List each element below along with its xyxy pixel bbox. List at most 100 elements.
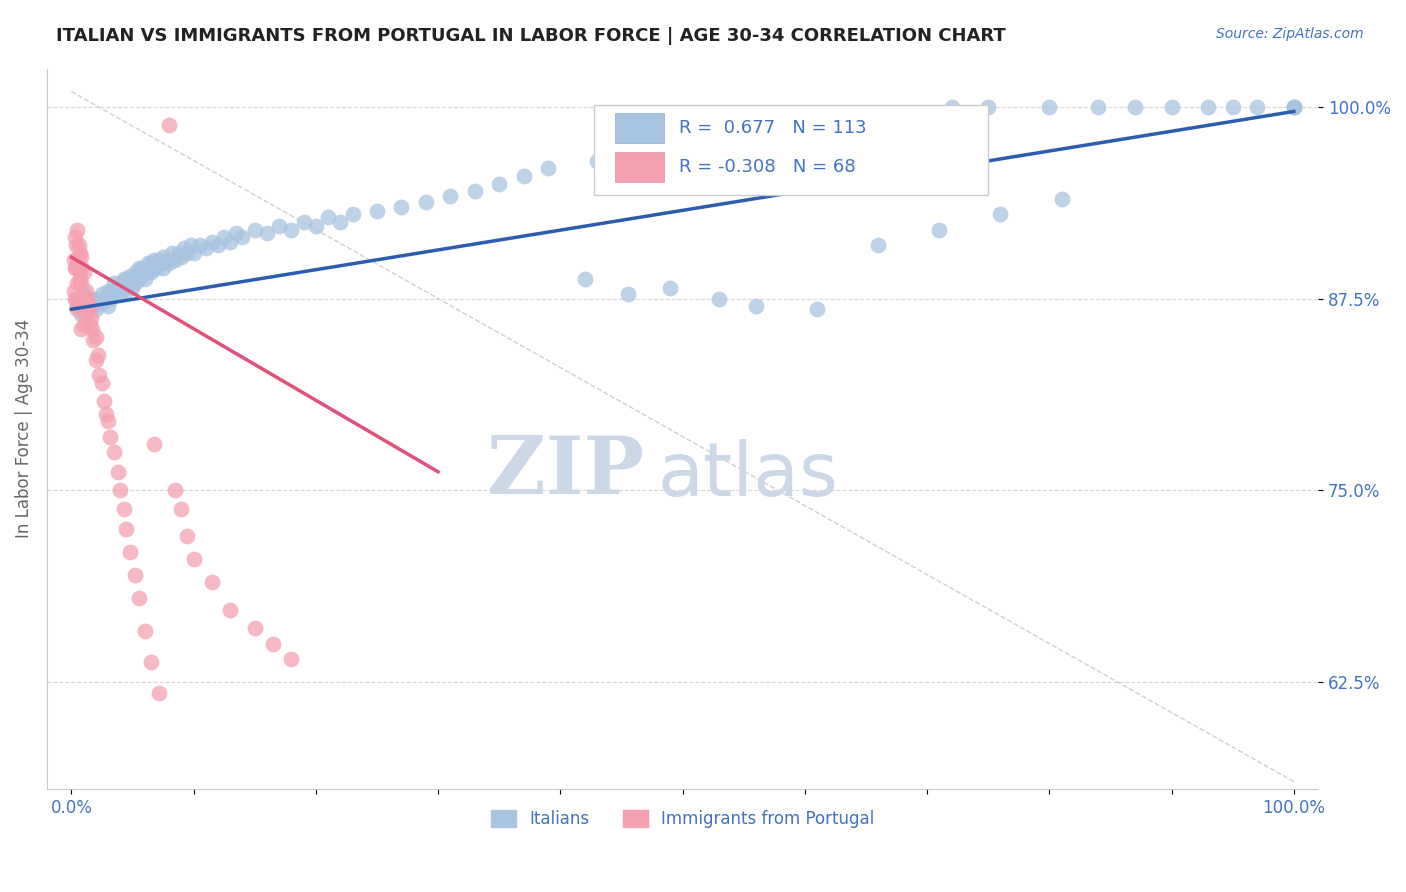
Point xyxy=(62,284,84,298)
Point xyxy=(112,271,135,285)
Point xyxy=(75,311,97,326)
Point xyxy=(262,636,284,650)
Point xyxy=(201,575,224,590)
Point xyxy=(105,284,128,298)
Point xyxy=(170,501,193,516)
Point xyxy=(512,169,534,183)
FancyBboxPatch shape xyxy=(593,104,988,194)
Point xyxy=(70,250,93,264)
Point xyxy=(103,445,125,459)
Point xyxy=(143,437,166,451)
Point xyxy=(103,287,125,301)
Point xyxy=(107,465,129,479)
Point xyxy=(70,307,93,321)
Point xyxy=(79,292,101,306)
Point xyxy=(84,292,107,306)
Point xyxy=(269,219,291,234)
Point xyxy=(72,260,94,275)
Point xyxy=(1197,100,1219,114)
Bar xyxy=(616,113,664,144)
Point xyxy=(146,260,169,275)
Point xyxy=(128,271,150,285)
Point xyxy=(928,222,950,236)
Point xyxy=(1222,100,1244,114)
Point xyxy=(93,394,115,409)
Point xyxy=(149,256,172,270)
Point xyxy=(977,100,1000,114)
Point xyxy=(1246,100,1268,114)
Point xyxy=(1123,100,1146,114)
Point xyxy=(305,219,328,234)
Point xyxy=(118,544,141,558)
Point xyxy=(82,299,104,313)
Point xyxy=(73,292,96,306)
Point xyxy=(389,200,412,214)
Point xyxy=(194,241,217,255)
Point xyxy=(121,271,143,285)
Point xyxy=(165,483,187,498)
Point xyxy=(110,276,132,290)
Point xyxy=(66,299,89,313)
Point xyxy=(138,256,160,270)
Point xyxy=(84,330,107,344)
Point xyxy=(77,302,100,317)
Point xyxy=(176,245,198,260)
Point xyxy=(129,268,152,283)
Point xyxy=(72,292,94,306)
Point xyxy=(79,302,101,317)
Point xyxy=(142,260,165,275)
Point xyxy=(115,522,138,536)
Point xyxy=(439,188,461,202)
Point xyxy=(136,265,159,279)
Point xyxy=(97,414,120,428)
Point xyxy=(683,138,706,153)
Point xyxy=(131,260,153,275)
Point xyxy=(709,292,731,306)
Point xyxy=(415,194,437,209)
Point xyxy=(488,177,510,191)
Point xyxy=(616,287,638,301)
Point xyxy=(79,299,101,313)
Point xyxy=(1282,100,1305,114)
Point xyxy=(173,241,195,255)
Point xyxy=(207,238,229,252)
Point xyxy=(1087,100,1109,114)
Point xyxy=(94,407,117,421)
Point xyxy=(183,245,205,260)
Point xyxy=(156,253,179,268)
Point xyxy=(256,226,278,240)
Point xyxy=(72,265,94,279)
Text: ITALIAN VS IMMIGRANTS FROM PORTUGAL IN LABOR FORCE | AGE 30-34 CORRELATION CHART: ITALIAN VS IMMIGRANTS FROM PORTUGAL IN L… xyxy=(56,27,1005,45)
Point xyxy=(134,624,156,639)
Point xyxy=(67,238,90,252)
Point xyxy=(231,230,253,244)
Point xyxy=(121,281,143,295)
Point xyxy=(82,333,104,347)
Point xyxy=(225,226,247,240)
Point xyxy=(65,292,87,306)
Point xyxy=(634,145,657,160)
Point xyxy=(124,276,146,290)
Point xyxy=(90,296,112,310)
Point xyxy=(366,204,388,219)
Point xyxy=(915,107,938,121)
Point xyxy=(139,655,162,669)
Point xyxy=(66,302,89,317)
Legend: Italians, Immigrants from Portugal: Italians, Immigrants from Portugal xyxy=(484,804,882,835)
Point xyxy=(90,376,112,390)
Point xyxy=(574,271,596,285)
Point xyxy=(782,123,804,137)
Point xyxy=(170,250,193,264)
Point xyxy=(65,260,87,275)
Point xyxy=(84,302,107,317)
Point xyxy=(280,652,302,666)
Point xyxy=(97,299,120,313)
Point xyxy=(1282,100,1305,114)
Point xyxy=(176,529,198,543)
Point xyxy=(148,685,170,699)
Point xyxy=(188,238,211,252)
Point xyxy=(82,322,104,336)
Point xyxy=(745,299,768,313)
Point xyxy=(134,260,156,275)
Point xyxy=(128,260,150,275)
